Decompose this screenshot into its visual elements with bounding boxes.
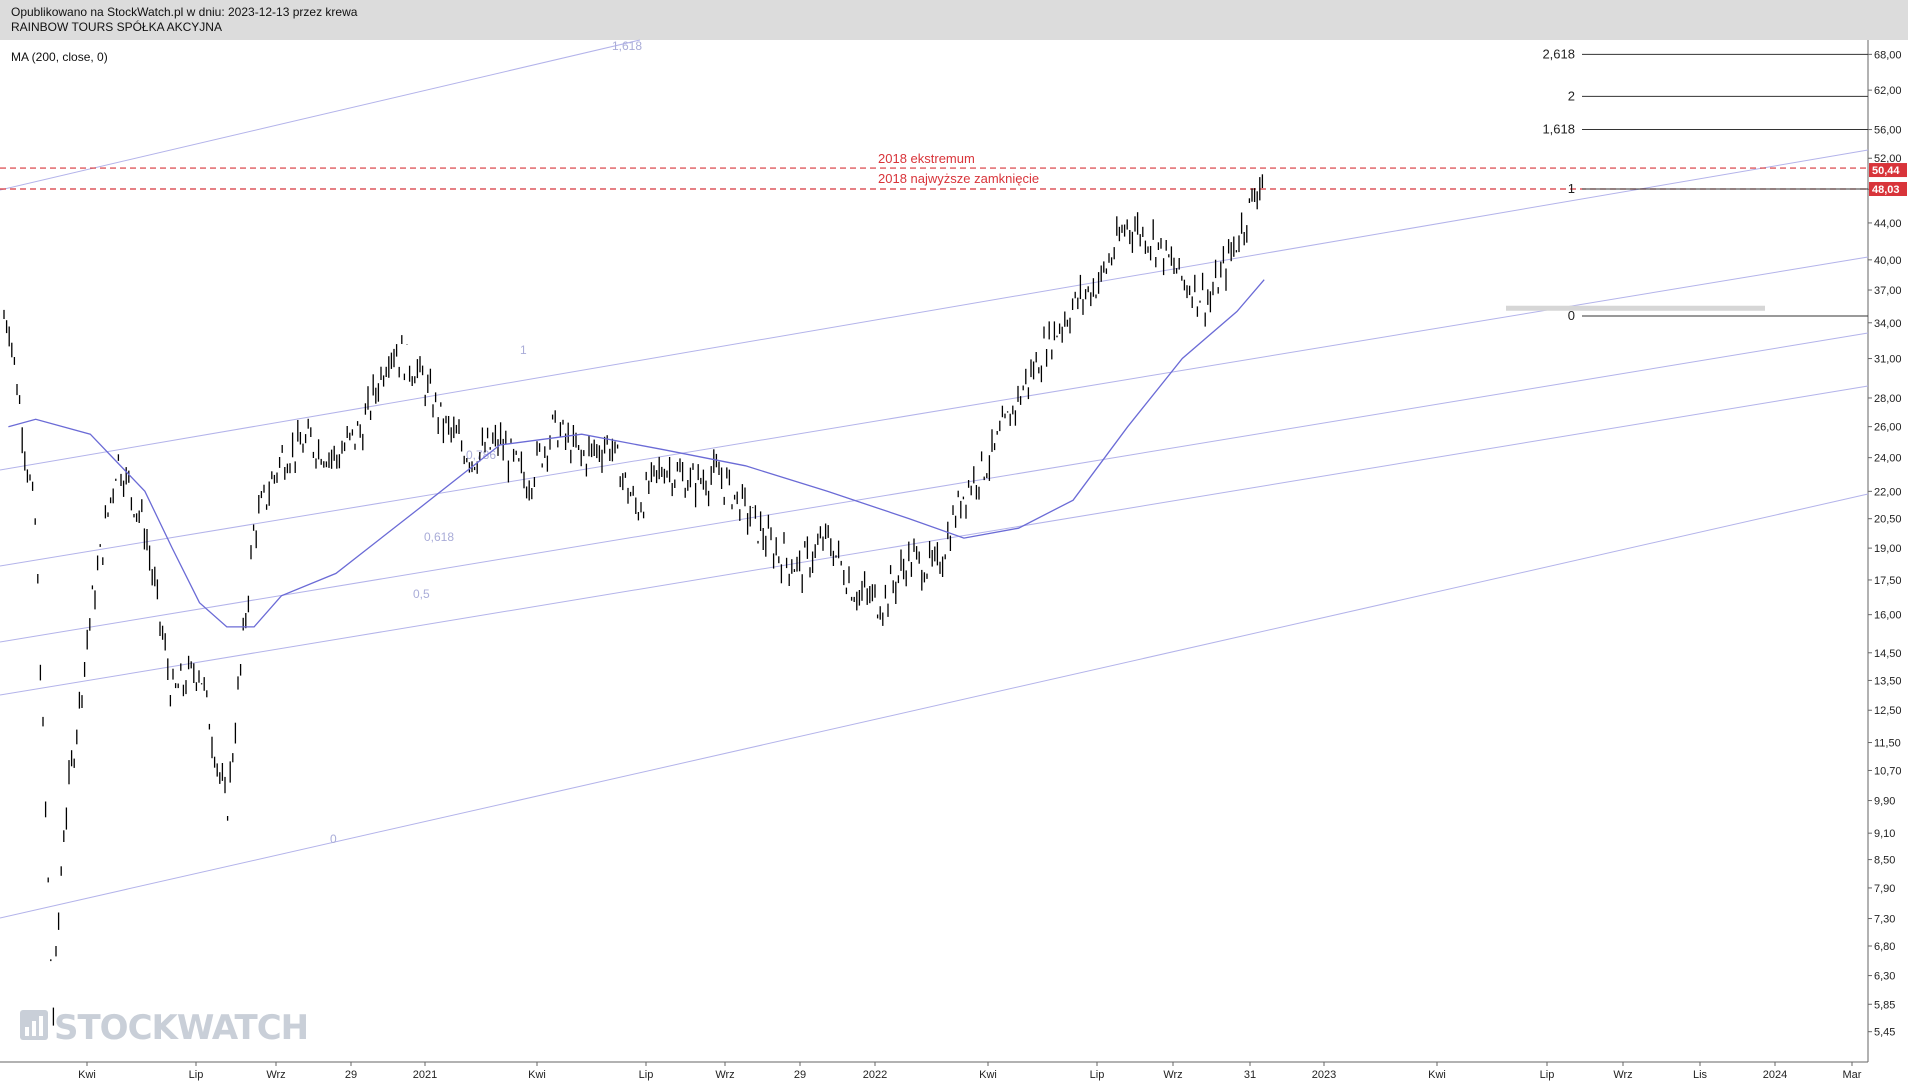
channel-level-label: 0 [330,832,337,846]
x-tick-label: Wrz [1163,1069,1182,1081]
y-tick-label: 5,45 [1874,1027,1895,1039]
y-tick-label: 14,50 [1874,648,1902,660]
x-tick-label: Lip [189,1069,204,1081]
y-tick-label: 31,00 [1874,354,1902,366]
y-tick-label: 34,00 [1874,318,1902,330]
x-tick-label: Kwi [1428,1069,1446,1081]
y-tick-label: 9,90 [1874,796,1895,808]
x-tick-label: 2021 [413,1069,437,1081]
x-tick-label: Lis [1693,1069,1708,1081]
y-tick-label: 5,85 [1874,999,1895,1011]
x-tick-label: Lip [1090,1069,1105,1081]
y-tick-label: 26,00 [1874,422,1902,434]
last-price-badge [1869,163,1907,178]
channel-level-label: 1,618 [612,39,642,53]
red-line-label: 2018 ekstremum [878,151,975,166]
instrument-name: RAINBOW TOURS SPÓŁKA AKCYJNA [11,20,222,34]
channel-level-label: 1 [520,343,527,357]
ma-200-line [8,279,1265,628]
red-line-label: 2018 najwyższe zamknięcie [878,171,1039,186]
y-tick-label: 56,00 [1874,125,1902,137]
y-tick-label: 44,00 [1874,218,1902,230]
y-tick-label: 9,10 [1874,828,1895,840]
y-tick-label: 11,50 [1874,738,1901,750]
y-tick-label: 6,30 [1874,971,1895,983]
stockwatch-logo-icon [20,1010,48,1040]
publication-header: Opublikowano na StockWatch.pl w dniu: 20… [0,0,1908,40]
channel-level-label: 0,618 [424,530,454,544]
channel-line [0,256,1869,567]
y-tick-label: 40,00 [1874,255,1902,267]
x-tick-label: 2024 [1763,1069,1787,1081]
y-tick-label: 10,70 [1874,765,1902,777]
y-tick-label: 12,50 [1874,705,1902,717]
fib-level-label: 1 [1568,181,1575,196]
y-tick-label: 24,00 [1874,453,1902,465]
x-tick-label: 31 [1244,1069,1256,1081]
fib-level-label: 1,618 [1542,122,1575,137]
fib-level-label: 2 [1568,88,1575,103]
channel-line [0,385,1869,696]
x-tick-label: Wrz [266,1069,285,1081]
x-tick-label: Mar [1843,1069,1862,1081]
y-tick-label: 6,80 [1874,941,1895,953]
channel-line [0,39,641,191]
fib-level-label: 2,618 [1542,46,1575,61]
y-tick-label: 28,00 [1874,393,1902,405]
y-tick-label: 13,50 [1874,675,1902,687]
channel-line [0,149,1869,471]
y-tick-label: 7,90 [1874,883,1895,895]
y-tick-label: 19,00 [1874,543,1902,555]
y-tick-label: 52,00 [1874,153,1902,165]
x-tick-label: Lip [639,1069,654,1081]
y-tick-label: 62,00 [1874,85,1902,97]
x-tick-label: Kwi [78,1069,96,1081]
last-price-badge-text: 50,44 [1872,165,1900,177]
channel-line [0,493,1869,919]
y-tick-label: 7,30 [1874,914,1895,926]
channel-level-label: 0,786 [466,448,496,462]
y-tick-label: 8,50 [1874,855,1895,867]
x-tick-label: 29 [345,1069,357,1081]
y-tick-label: 22,00 [1874,486,1902,498]
y-tick-label: 37,00 [1874,285,1902,297]
resistance-price-badge [1869,182,1907,196]
x-tick-label: 2022 [863,1069,887,1081]
published-info: Opublikowano na StockWatch.pl w dniu: 20… [11,5,358,19]
y-tick-label: 20,50 [1874,514,1902,526]
x-tick-label: Wrz [1613,1069,1632,1081]
y-tick-label: 16,00 [1874,610,1902,622]
x-tick-label: Wrz [715,1069,734,1081]
channel-level-label: 0,5 [413,587,430,601]
fib-level-label: 0 [1568,308,1575,323]
x-tick-label: Lip [1540,1069,1555,1081]
y-tick-label: 17,50 [1874,575,1902,587]
x-tick-label: Kwi [979,1069,997,1081]
x-tick-label: Kwi [528,1069,546,1081]
indicator-legend: MA (200, close, 0) [11,50,108,64]
stockwatch-logo: STOCKWATCH [54,1008,309,1048]
x-tick-label: 29 [794,1069,806,1081]
channel-line [0,332,1869,643]
resistance-price-badge-text: 48,03 [1872,184,1900,196]
x-tick-label: 2023 [1312,1069,1336,1081]
y-tick-label: 68,00 [1874,49,1902,61]
